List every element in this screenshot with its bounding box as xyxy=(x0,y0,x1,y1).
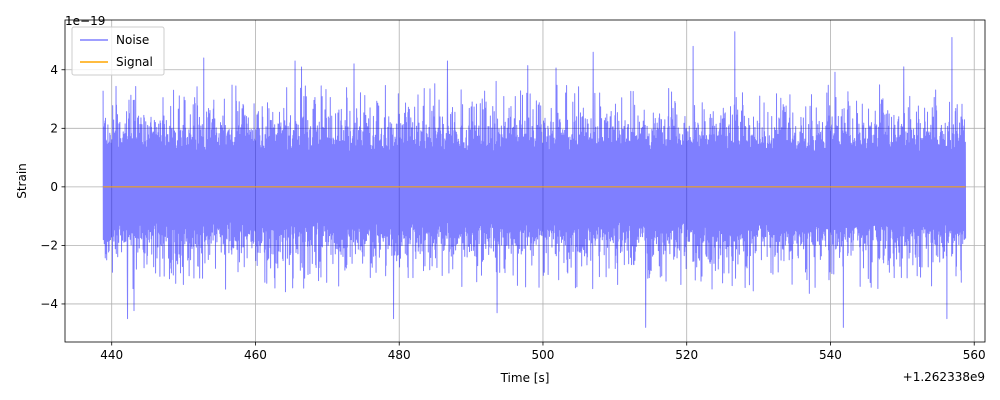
x-tick-label: 560 xyxy=(963,348,986,362)
y-tick-label: 4 xyxy=(50,63,58,77)
y-tick-label: 2 xyxy=(50,121,58,135)
x-tick-label: 520 xyxy=(675,348,698,362)
series-layer xyxy=(102,31,967,328)
ticks: 440 460 480 500 520 540 560 −4 −2 0 2 4 xyxy=(40,63,985,362)
axes-frame xyxy=(64,19,986,343)
y-tick-label: −2 xyxy=(40,238,58,252)
legend-label-noise: Noise xyxy=(116,33,149,47)
legend-label-signal: Signal xyxy=(116,55,153,69)
x-tick-label: 440 xyxy=(100,348,123,362)
y-tick-label: 0 xyxy=(50,180,58,194)
y-axis-scale-label: 1e−19 xyxy=(65,14,105,28)
y-tick-label: −4 xyxy=(40,297,58,311)
x-axis-label: Time [s] xyxy=(500,371,550,385)
legend: Noise Signal xyxy=(71,26,165,76)
series-line-noise xyxy=(102,31,967,328)
y-axis-label: Strain xyxy=(15,163,29,199)
x-tick-label: 460 xyxy=(244,348,267,362)
x-tick-label: 500 xyxy=(532,348,555,362)
x-tick-label: 480 xyxy=(388,348,411,362)
x-tick-label: 540 xyxy=(819,348,842,362)
x-axis-offset-label: +1.262338e9 xyxy=(903,370,985,384)
legend-box xyxy=(71,26,165,76)
